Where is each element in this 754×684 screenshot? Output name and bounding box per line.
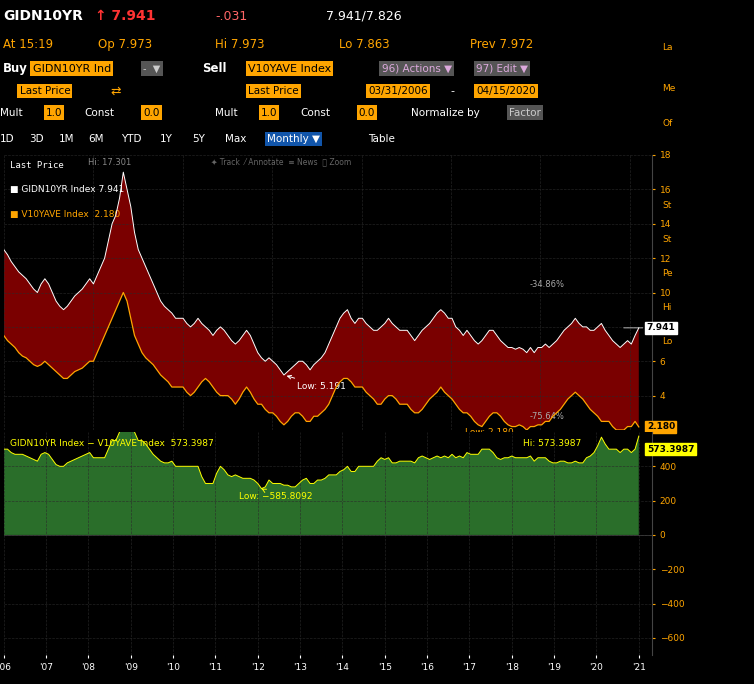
Text: Last Price: Last Price: [11, 161, 64, 170]
Text: Buy: Buy: [3, 62, 28, 75]
Text: Low: −585.8092: Low: −585.8092: [239, 489, 313, 501]
Text: ✦ Track  ⁄ Annotate  ≡ News  ⌕ Zoom: ✦ Track ⁄ Annotate ≡ News ⌕ Zoom: [211, 158, 351, 167]
Text: Last Price: Last Price: [20, 86, 70, 96]
Text: 04/15/2020: 04/15/2020: [476, 86, 536, 96]
Text: ⇄: ⇄: [111, 85, 121, 98]
Text: 1Y: 1Y: [160, 134, 173, 144]
Text: Hi 7.973: Hi 7.973: [215, 38, 265, 51]
Text: GIDN10YR Ind: GIDN10YR Ind: [32, 64, 111, 73]
Text: 96) Actions ▼: 96) Actions ▼: [382, 64, 452, 73]
Text: 0.0: 0.0: [359, 107, 375, 118]
Text: 6M: 6M: [88, 134, 103, 144]
Text: 3D: 3D: [29, 134, 44, 144]
Text: -  ▼: - ▼: [143, 64, 161, 73]
Text: 2.180: 2.180: [647, 423, 675, 432]
Text: 573.3987: 573.3987: [647, 445, 694, 453]
Text: Hi: 17.301: Hi: 17.301: [88, 158, 131, 167]
Text: La: La: [662, 43, 673, 53]
Text: 03/31/2006: 03/31/2006: [369, 86, 428, 96]
Text: Monthly ▼: Monthly ▼: [268, 134, 320, 144]
Text: GIDN10YR Index − V10YAVE Index  573.3987: GIDN10YR Index − V10YAVE Index 573.3987: [11, 438, 214, 448]
Text: -: -: [450, 86, 454, 96]
Text: Sell: Sell: [202, 62, 227, 75]
Text: Lo 7.863: Lo 7.863: [339, 38, 390, 51]
Text: V10YAVE Index: V10YAVE Index: [248, 64, 331, 73]
Text: Hi: 573.3987: Hi: 573.3987: [523, 438, 581, 448]
Text: Normalize by: Normalize by: [411, 107, 480, 118]
Text: Mult: Mult: [0, 107, 23, 118]
Text: 1D: 1D: [0, 134, 14, 144]
Text: Max: Max: [225, 134, 247, 144]
Text: Low: 2.180: Low: 2.180: [464, 428, 513, 437]
Text: At 15:19: At 15:19: [3, 38, 54, 51]
Text: ■ GIDN10YR Index 7.941: ■ GIDN10YR Index 7.941: [11, 185, 124, 194]
Text: Pe: Pe: [662, 269, 673, 278]
Text: ■ V10YAVE Index  2.180: ■ V10YAVE Index 2.180: [11, 210, 121, 219]
Text: -34.86%: -34.86%: [529, 280, 565, 289]
Text: 0.0: 0.0: [143, 107, 160, 118]
Text: Last Price: Last Price: [248, 86, 299, 96]
Text: 7.941/7.826: 7.941/7.826: [326, 10, 402, 23]
Text: ↑ 7.941: ↑ 7.941: [94, 9, 155, 23]
Text: 5Y: 5Y: [192, 134, 205, 144]
Text: Op 7.973: Op 7.973: [98, 38, 152, 51]
Text: Const: Const: [84, 107, 115, 118]
Text: 1.0: 1.0: [261, 107, 277, 118]
Text: St: St: [662, 200, 672, 210]
Text: Hi: Hi: [662, 303, 672, 313]
Text: Const: Const: [300, 107, 330, 118]
Text: Prev 7.972: Prev 7.972: [470, 38, 533, 51]
Text: 7.941: 7.941: [647, 324, 676, 332]
Text: 97) Edit ▼: 97) Edit ▼: [476, 64, 528, 73]
Text: Low: 5.191: Low: 5.191: [287, 376, 346, 391]
Text: Lo: Lo: [662, 337, 673, 347]
Text: YTD: YTD: [121, 134, 141, 144]
Text: Of: Of: [662, 118, 673, 128]
Text: 1M: 1M: [59, 134, 74, 144]
Text: Table: Table: [369, 134, 395, 144]
Text: -.031: -.031: [215, 10, 247, 23]
Text: 1.0: 1.0: [46, 107, 62, 118]
Text: Mult: Mult: [215, 107, 238, 118]
Text: GIDN10YR: GIDN10YR: [3, 9, 83, 23]
Text: -75.64%: -75.64%: [530, 412, 565, 421]
Text: Factor: Factor: [509, 107, 541, 118]
Text: St: St: [662, 235, 672, 244]
Text: Me: Me: [662, 84, 676, 94]
